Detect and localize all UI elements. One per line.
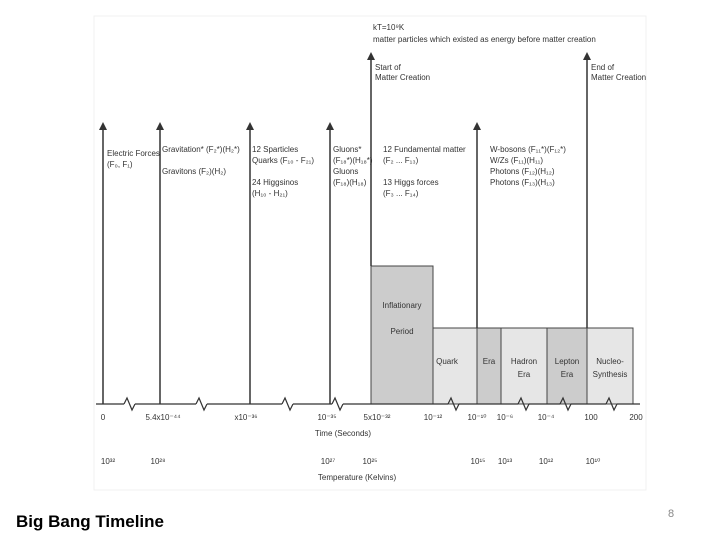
page-number: 8 — [668, 508, 675, 520]
era-labels: Inflationary Period Quark Era Hadron Era Lepto… — [382, 301, 627, 379]
event-label-4-line-3: 13 Higgs forces — [383, 178, 439, 187]
event-label-3-line-1: (F₁₈*)(H₁₈*) — [333, 156, 373, 165]
marker-start-matter-creation-line-0: Start of — [375, 63, 402, 72]
event-label-3-line-3: (F₁₈)(H₁₈) — [333, 178, 367, 187]
lepton-era-box — [546, 327, 588, 405]
temperature-tick-2: 10²⁷ — [321, 457, 336, 466]
era-label-7: Era — [561, 370, 574, 379]
time-tick-3: 10⁻³⁵ — [317, 413, 336, 422]
time-tick-1: 5.4x10⁻⁴⁴ — [145, 413, 181, 422]
marker-start-matter-creation-line-1: Matter Creation — [375, 73, 430, 82]
time-tick-5: 10⁻¹² — [424, 413, 443, 422]
marker-end-matter-creation-line-0: End of — [591, 63, 615, 72]
quark-era-box-b — [476, 327, 502, 405]
era-label-2: Quark — [436, 357, 459, 366]
temperature-axis-label: Temperature (Kelvins) — [318, 473, 397, 482]
time-tick-10: 200 — [629, 413, 643, 422]
event-label-4-line-4: (F₃ ... F₁₄) — [383, 189, 419, 198]
time-tick-7: 10⁻⁶ — [497, 413, 513, 422]
time-tick-2: x10⁻³⁶ — [234, 413, 257, 422]
temperature-axis: 10³² 10²⁸ 10²⁷ 10²⁵ 10¹⁵ 10¹³ 10¹² 10¹⁰ Temperat… — [101, 457, 601, 482]
nucleosynthesis-box — [586, 327, 634, 405]
era-label-6: Lepton — [555, 357, 579, 366]
time-tick-6: 10⁻¹⁰ — [468, 413, 487, 422]
event-label-2-line-1: Quarks (F₁₀ - F₂₁) — [252, 156, 314, 165]
era-label-5: Era — [518, 370, 531, 379]
event-label-3-line-0: Gluons* — [333, 145, 361, 154]
event-label-1-line-2: Gravitons (F₂)(H₂) — [162, 167, 226, 176]
event-label-1-line-0: Gravitation* (F₂*)(H₂*) — [162, 145, 240, 154]
event-label-0-line-1: (F₀, F₁) — [107, 160, 133, 169]
event-label-0-line-0: Electric Forces — [107, 149, 160, 158]
temperature-tick-7: 10¹⁰ — [586, 457, 601, 466]
time-tick-4: 5x10⁻³² — [364, 413, 391, 422]
hadron-era-box — [500, 327, 548, 405]
era-label-3: Era — [483, 357, 496, 366]
time-axis-line — [96, 396, 640, 412]
slide-title: Big Bang Timeline — [16, 512, 164, 531]
era-label-8: Nucleo- — [596, 357, 624, 366]
quark-era-box-a — [432, 327, 478, 405]
time-axis: 0 5.4x10⁻⁴⁴ x10⁻³⁶ 10⁻³⁵ 5x10⁻³² 10⁻¹² 10⁻¹⁰ 10… — [101, 413, 643, 438]
top-note-description: matter particles which existed as energy… — [373, 35, 596, 44]
time-tick-9: 100 — [584, 413, 598, 422]
event-label-2-line-3: 24 Higgsinos — [252, 178, 298, 187]
era-label-9: Synthesis — [593, 370, 628, 379]
inflationary-period-box — [370, 265, 434, 405]
era-label-0: Inflationary — [382, 301, 421, 310]
event-label-4-line-1: (F₂ ... F₁₃) — [383, 156, 419, 165]
temperature-tick-4: 10¹⁵ — [471, 457, 486, 466]
figure-frame — [93, 15, 647, 491]
event-label-5-line-1: W/Zs (F₁₁)(H₁₁) — [490, 156, 543, 165]
event-label-5-line-2: Photons (F₁₂)(H₁₂) — [490, 167, 555, 176]
temperature-tick-1: 10²⁸ — [151, 457, 166, 466]
time-tick-8: 10⁻⁴ — [538, 413, 555, 422]
event-label-2-line-4: (H₁₀ - H₂₁) — [252, 189, 288, 198]
marker-end-matter-creation-line-1: Matter Creation — [591, 73, 646, 82]
time-axis-label: Time (Seconds) — [315, 429, 372, 438]
temperature-tick-6: 10¹² — [539, 457, 554, 466]
top-note-temperature: kT=10⁹K — [373, 23, 405, 32]
event-label-5-line-0: W-bosons (F₁₁*)(F₁₂*) — [490, 145, 566, 154]
event-label-4-line-0: 12 Fundamental matter — [383, 145, 466, 154]
top-notes: kT=10⁹K matter particles which existed as… — [373, 23, 596, 44]
era-label-4: Hadron — [511, 357, 537, 366]
temperature-tick-3: 10²⁵ — [363, 457, 378, 466]
event-label-3-line-2: Gluons — [333, 167, 358, 176]
time-tick-0: 0 — [101, 413, 106, 422]
temperature-tick-5: 10¹³ — [498, 457, 513, 466]
event-label-5-line-3: Photons (F₁₃)(H₁₃) — [490, 178, 555, 187]
event-arrows — [99, 52, 591, 404]
event-labels: Electric Forces (F₀, F₁) Gravitation* (F₂*… — [107, 145, 566, 198]
event-label-2-line-0: 12 Sparticles — [252, 145, 298, 154]
era-label-1: Period — [390, 327, 413, 336]
temperature-tick-0: 10³² — [101, 457, 116, 466]
era-boxes — [370, 265, 634, 405]
